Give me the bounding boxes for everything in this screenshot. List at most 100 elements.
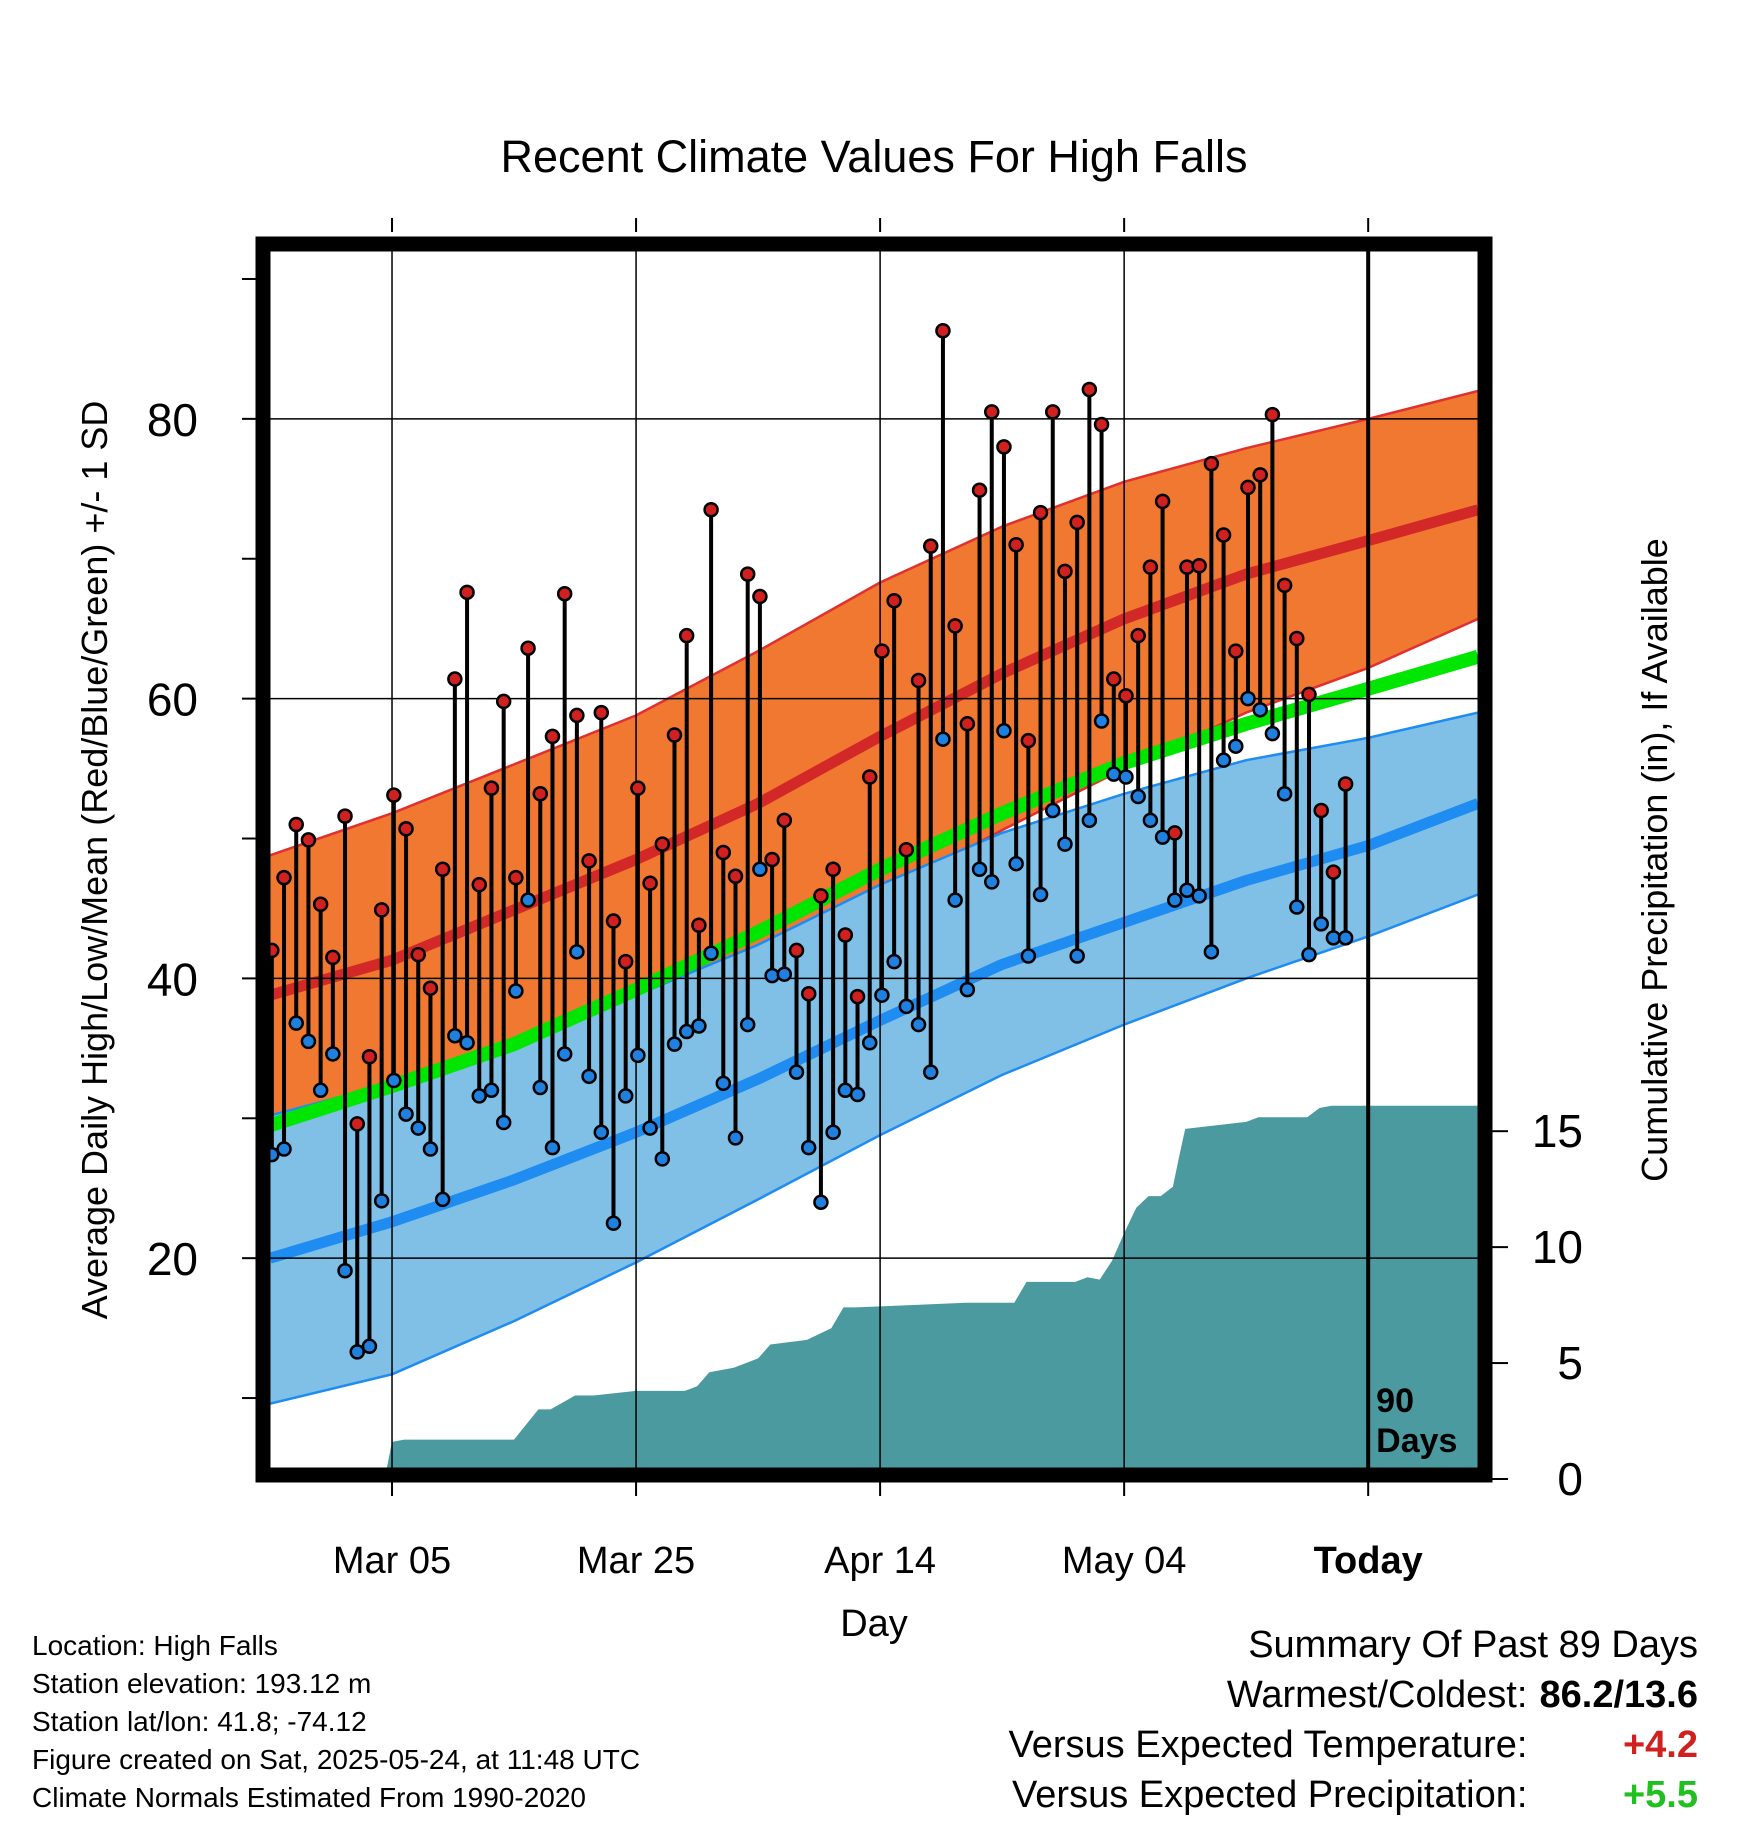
obs-high-point	[654, 836, 671, 852]
obs-high-point	[288, 816, 304, 833]
obs-low-point	[483, 1082, 500, 1099]
obs-high-point	[996, 439, 1012, 455]
x-tick-label: Mar 25	[577, 1540, 695, 1582]
obs-high-point	[337, 808, 353, 824]
obs-low-point	[434, 1191, 451, 1208]
obs-high-point	[361, 1048, 378, 1065]
obs-high-point	[349, 1116, 365, 1132]
x-tick-label: Apr 14	[824, 1540, 936, 1582]
obs-high-point	[581, 853, 597, 869]
obs-high-point	[1276, 577, 1293, 594]
obs-low-point	[312, 1082, 329, 1099]
obs-high-point	[727, 868, 744, 885]
obs-high-point	[1008, 537, 1024, 553]
summary-panel: Summary Of Past 89 Days Warmest/Coldest:…	[1009, 1620, 1698, 1820]
elevation-text: Station elevation: 193.12 m	[32, 1668, 372, 1699]
obs-low-point	[1191, 888, 1207, 904]
obs-low-point	[398, 1106, 414, 1122]
obs-low-point	[593, 1124, 610, 1141]
latlon-text: Station lat/lon: 41.8; -74.12	[32, 1706, 367, 1737]
obs-high-point	[983, 404, 1000, 420]
obs-high-point	[825, 861, 841, 878]
obs-low-point	[983, 874, 1000, 890]
obs-low-point	[337, 1263, 353, 1279]
obs-low-point	[459, 1034, 475, 1051]
obs-low-point	[1276, 786, 1293, 802]
obs-high-point	[422, 980, 439, 996]
obs-high-point	[1020, 732, 1037, 749]
obs-high-point	[703, 502, 719, 518]
obs-high-point	[874, 643, 890, 659]
obs-high-point	[886, 592, 902, 609]
obs-high-point	[544, 728, 561, 745]
chart-title: Recent Climate Values For High Falls	[501, 131, 1248, 182]
obs-high-point	[1167, 825, 1183, 841]
location-text: Location: High Falls	[32, 1630, 278, 1661]
y-tick-label: 20	[147, 1233, 198, 1285]
obs-low-point	[874, 987, 890, 1003]
obs-high-point	[1215, 527, 1232, 543]
obs-high-point	[1337, 776, 1354, 792]
obs-low-point	[922, 1064, 939, 1080]
temp-value: +4.2	[1622, 1724, 1698, 1766]
obs-low-point	[581, 1068, 597, 1085]
y-tick-label: 80	[147, 394, 198, 446]
y-right-tick-label: 0	[1557, 1453, 1583, 1505]
obs-high-point	[410, 946, 427, 963]
obs-low-point	[825, 1124, 841, 1141]
warm-cold-label: Warmest/Coldest:	[1226, 1674, 1528, 1716]
obs-high-point	[1118, 688, 1134, 704]
obs-low-point	[813, 1194, 829, 1210]
obs-low-point	[1301, 946, 1317, 963]
y-axis-label-left: Average Daily High/Low/Mean (Red/Blue/Gr…	[74, 401, 115, 1320]
obs-high-point	[715, 844, 732, 861]
obs-high-point	[1045, 404, 1061, 420]
obs-low-point	[727, 1130, 744, 1146]
obs-low-point	[1057, 836, 1073, 852]
obs-low-point	[556, 1046, 573, 1062]
obs-high-point	[495, 693, 512, 710]
obs-low-point	[544, 1139, 561, 1156]
obs-low-point	[447, 1028, 463, 1044]
obs-high-point	[1106, 671, 1122, 687]
obs-low-point	[800, 1139, 817, 1156]
obs-low-point	[471, 1088, 488, 1104]
obs-high-point	[800, 986, 817, 1002]
obs-high-point	[1264, 406, 1281, 423]
warm-cold-row: Warmest/Coldest: 86.2/13.6	[1009, 1670, 1698, 1720]
today-days-label: Days	[1376, 1422, 1457, 1460]
obs-high-point	[520, 640, 536, 657]
obs-low-point	[373, 1193, 390, 1209]
obs-high-point	[849, 988, 866, 1005]
x-tick-label: Today	[1314, 1540, 1423, 1582]
obs-low-point	[532, 1079, 549, 1096]
obs-low-point	[776, 966, 793, 982]
obs-low-point	[959, 981, 976, 998]
y-right-tick-label: 10	[1532, 1221, 1583, 1273]
obs-high-point	[691, 917, 707, 933]
obs-high-point	[630, 780, 646, 796]
obs-high-point	[1130, 627, 1146, 644]
plot-frame	[255, 236, 1493, 1483]
obs-low-point	[300, 1033, 317, 1050]
obs-low-point	[1045, 802, 1061, 819]
obs-high-point	[776, 812, 793, 829]
obs-low-point	[569, 944, 585, 960]
y-axis-label-right: Cumulative Precipitation (in), If Availa…	[1634, 538, 1675, 1182]
obs-low-point	[325, 1046, 341, 1062]
precip-value: +5.5	[1622, 1774, 1698, 1816]
obs-low-point	[1142, 812, 1159, 829]
obs-low-point	[947, 892, 963, 908]
obs-high-point	[922, 538, 939, 554]
obs-high-point	[947, 618, 963, 634]
obs-high-point	[642, 875, 658, 892]
obs-low-point	[739, 1016, 756, 1033]
obs-high-point	[569, 707, 585, 724]
obs-low-point	[642, 1120, 658, 1136]
obs-low-point	[508, 983, 524, 999]
obs-high-point	[1057, 563, 1073, 580]
station-info: Location: High Falls Station elevation: …	[32, 1627, 640, 1817]
obs-high-point	[386, 787, 402, 803]
obs-high-point	[1191, 557, 1207, 574]
data-layer	[270, 389, 1478, 1468]
